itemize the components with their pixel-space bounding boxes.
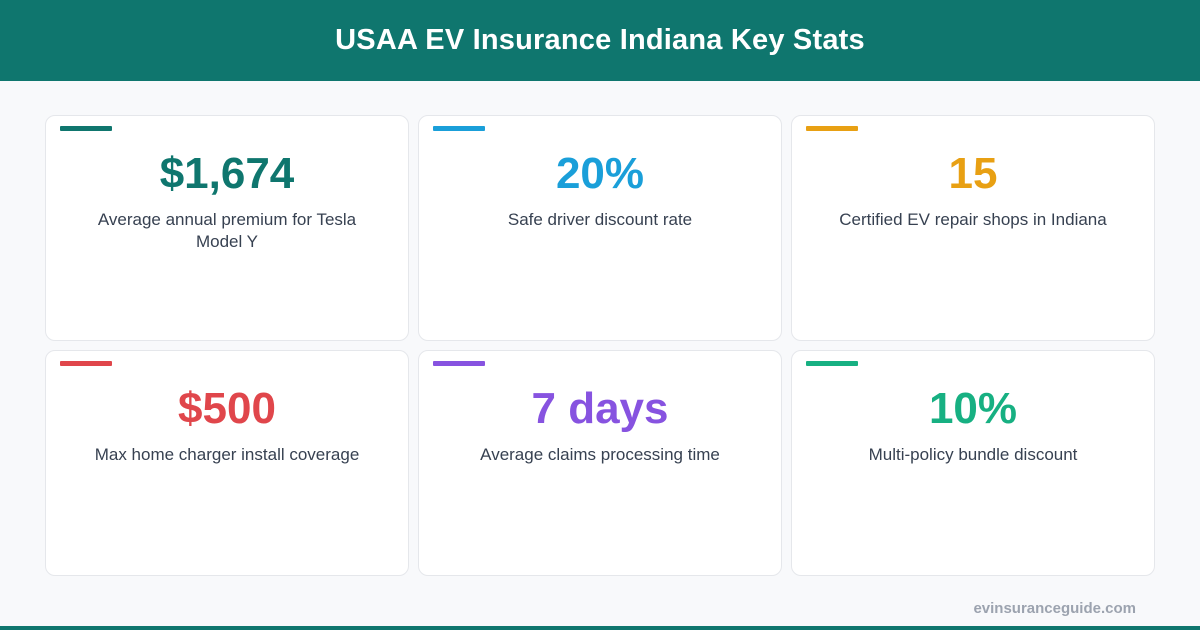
stat-label: Max home charger install coverage bbox=[94, 445, 360, 464]
stat-card-claims-time: 7 days Average claims processing time bbox=[418, 350, 782, 576]
source-website: evinsuranceguide.com bbox=[973, 600, 1136, 617]
stat-value: 15 bbox=[948, 149, 998, 198]
stat-label: Average annual premium for Tesla Model Y bbox=[97, 210, 357, 251]
stat-value: $1,674 bbox=[159, 149, 295, 198]
stat-label: Multi-policy bundle discount bbox=[868, 445, 1078, 464]
stats-grid: $1,674 Average annual premium for Tesla … bbox=[45, 115, 1155, 576]
stat-value: 20% bbox=[555, 149, 645, 198]
card-accent-bar bbox=[806, 361, 858, 366]
stat-card-premium: $1,674 Average annual premium for Tesla … bbox=[45, 115, 409, 341]
card-accent-bar bbox=[433, 126, 485, 131]
stat-value: $500 bbox=[178, 384, 276, 433]
stat-card-charger-coverage: $500 Max home charger install coverage bbox=[45, 350, 409, 576]
stat-value: 7 days bbox=[531, 384, 669, 433]
bottom-accent-bar bbox=[0, 626, 1200, 630]
stat-card-bundle-discount: 10% Multi-policy bundle discount bbox=[791, 350, 1155, 576]
stat-value: 10% bbox=[928, 384, 1018, 433]
stat-card-safe-driver-discount: 20% Safe driver discount rate bbox=[418, 115, 782, 341]
stat-label: Certified EV repair shops in Indiana bbox=[839, 210, 1107, 229]
stat-label: Average claims processing time bbox=[480, 445, 720, 464]
card-accent-bar bbox=[806, 126, 858, 131]
card-accent-bar bbox=[433, 361, 485, 366]
header-banner: USAA EV Insurance Indiana Key Stats bbox=[0, 0, 1200, 81]
stat-label: Safe driver discount rate bbox=[507, 210, 693, 229]
card-accent-bar bbox=[60, 126, 112, 131]
page-title: USAA EV Insurance Indiana Key Stats bbox=[335, 24, 865, 56]
stat-card-repair-shops: 15 Certified EV repair shops in Indiana bbox=[791, 115, 1155, 341]
card-accent-bar bbox=[60, 361, 112, 366]
